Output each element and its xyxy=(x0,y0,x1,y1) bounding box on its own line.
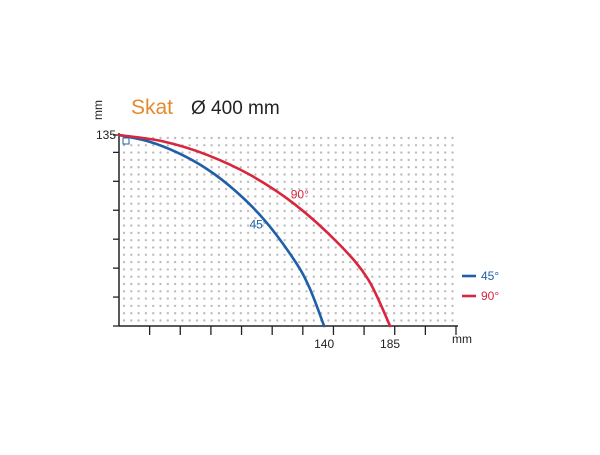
x-axis-label: mm xyxy=(452,332,472,346)
legend: 45°90° xyxy=(462,269,499,303)
legend-label-1: 45° xyxy=(481,269,499,283)
series-line-2 xyxy=(117,133,392,328)
x-tick-label: 140 xyxy=(314,337,334,351)
legend-label-2: 90° xyxy=(481,289,499,303)
axes xyxy=(118,133,458,327)
chart-title-brand: Skat xyxy=(131,96,173,119)
x-tick-label: 185 xyxy=(380,337,400,351)
dotted-grid xyxy=(122,136,454,322)
start-marker xyxy=(122,137,130,145)
series-label-1: 45° xyxy=(249,217,267,231)
chart-title-size: Ø 400 mm xyxy=(191,98,280,119)
grid-dots xyxy=(122,136,454,322)
y-axis-label: mm xyxy=(91,100,105,120)
series-label-2: 90° xyxy=(291,187,309,201)
y-tick-label: 135 xyxy=(96,128,116,142)
axis-ticks: 140 185 135 xyxy=(96,128,457,351)
series-group: 45° 90° xyxy=(117,133,392,328)
series-line-1 xyxy=(117,133,326,328)
